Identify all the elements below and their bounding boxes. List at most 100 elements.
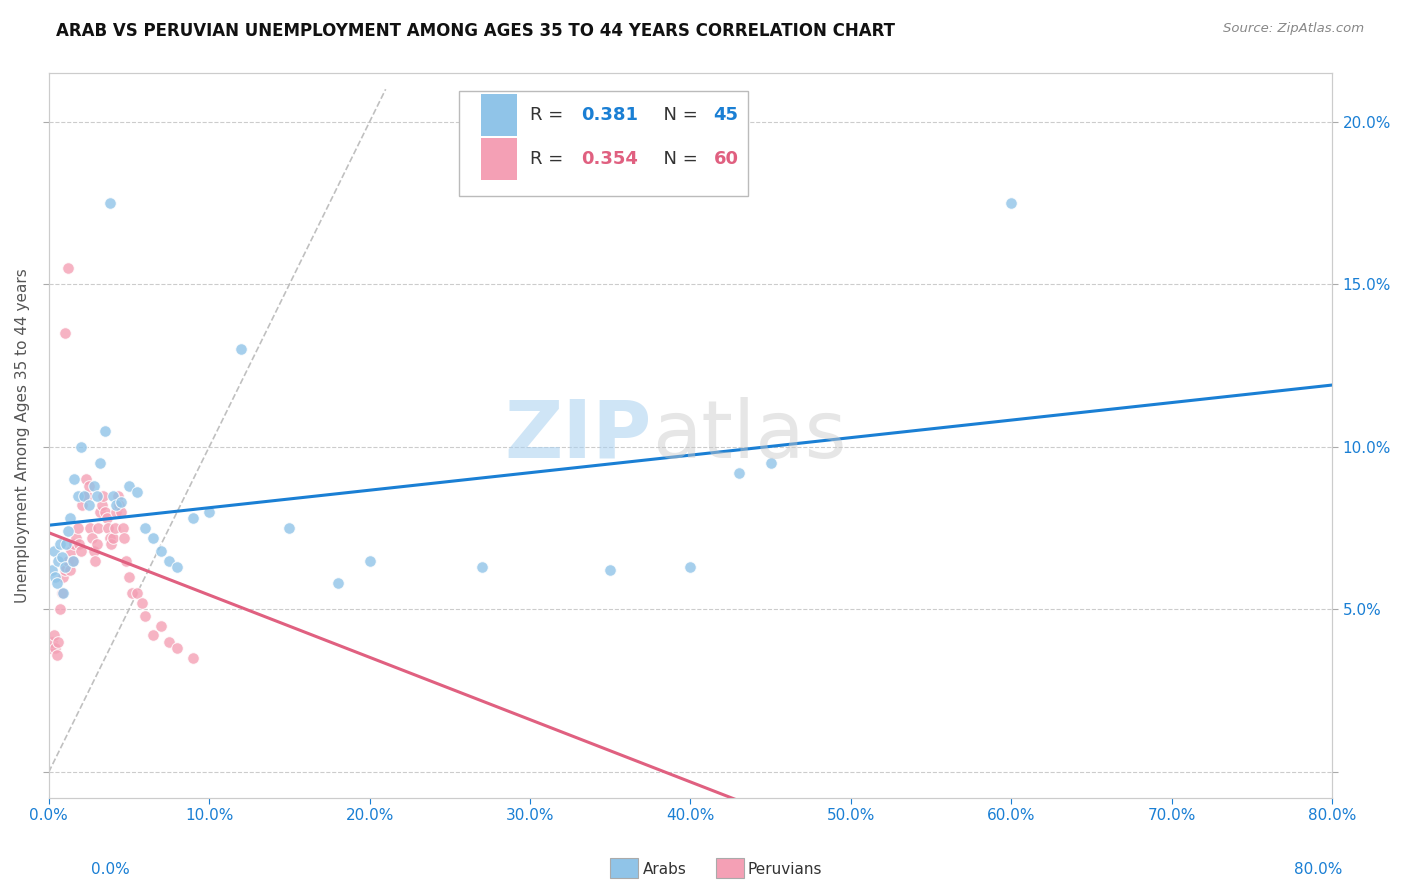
Point	[157, 554, 180, 568]
Point	[118, 479, 141, 493]
Point	[90, 499, 112, 513]
Text: ZIP: ZIP	[505, 397, 652, 475]
Point	[55, 560, 77, 574]
Point	[110, 505, 132, 519]
Point	[52, 570, 75, 584]
Point	[55, 537, 77, 551]
Y-axis label: Unemployment Among Ages 35 to 44 years: Unemployment Among Ages 35 to 44 years	[15, 268, 30, 603]
Point	[121, 586, 143, 600]
Point	[727, 466, 749, 480]
Point	[118, 570, 141, 584]
Point	[84, 554, 107, 568]
Point	[142, 628, 165, 642]
Text: R =: R =	[530, 106, 569, 124]
Text: Arabs: Arabs	[643, 863, 686, 877]
Point	[125, 586, 148, 600]
Point	[42, 628, 65, 642]
Point	[48, 635, 70, 649]
Point	[53, 560, 76, 574]
Text: N =: N =	[652, 150, 703, 168]
Point	[91, 489, 114, 503]
Text: Peruvians: Peruvians	[748, 863, 823, 877]
Point	[142, 531, 165, 545]
Point	[67, 537, 90, 551]
Point	[77, 479, 100, 493]
Point	[49, 537, 72, 551]
Point	[41, 635, 63, 649]
Bar	[481, 94, 517, 136]
Point	[198, 505, 221, 519]
Point	[51, 586, 73, 600]
Point	[79, 521, 101, 535]
Point	[80, 531, 103, 545]
Point	[66, 521, 89, 535]
Point	[101, 531, 124, 545]
Point	[97, 521, 120, 535]
Point	[98, 531, 121, 545]
Point	[77, 499, 100, 513]
Point	[759, 456, 782, 470]
Point	[42, 544, 65, 558]
Point	[41, 564, 63, 578]
Point	[134, 609, 156, 624]
Point	[181, 511, 204, 525]
Point	[72, 499, 94, 513]
Point	[52, 586, 75, 600]
Point	[108, 499, 131, 513]
Point	[69, 544, 91, 558]
Point	[62, 554, 84, 568]
Point	[56, 261, 79, 276]
Point	[157, 635, 180, 649]
Point	[359, 554, 381, 568]
Point	[96, 511, 118, 525]
Point	[73, 489, 96, 503]
Text: Source: ZipAtlas.com: Source: ZipAtlas.com	[1223, 22, 1364, 36]
Point	[48, 554, 70, 568]
Point	[94, 424, 117, 438]
Point	[181, 651, 204, 665]
Point	[59, 564, 82, 578]
Point	[45, 576, 67, 591]
Point	[110, 495, 132, 509]
Text: 80.0%: 80.0%	[1295, 863, 1343, 877]
Point	[150, 544, 173, 558]
Point	[44, 570, 66, 584]
FancyBboxPatch shape	[460, 91, 748, 196]
Point	[59, 511, 82, 525]
Point	[39, 641, 62, 656]
Point	[53, 326, 76, 340]
Text: ARAB VS PERUVIAN UNEMPLOYMENT AMONG AGES 35 TO 44 YEARS CORRELATION CHART: ARAB VS PERUVIAN UNEMPLOYMENT AMONG AGES…	[56, 22, 896, 40]
Text: 60: 60	[714, 150, 738, 168]
Point	[1000, 196, 1022, 211]
Point	[111, 521, 134, 535]
Text: 45: 45	[714, 106, 738, 124]
Point	[63, 537, 86, 551]
Point	[94, 505, 117, 519]
Point	[62, 554, 84, 568]
Text: N =: N =	[652, 106, 703, 124]
Point	[60, 544, 83, 558]
Text: 0.354: 0.354	[582, 150, 638, 168]
Point	[87, 521, 110, 535]
Point	[49, 602, 72, 616]
Point	[107, 489, 129, 503]
Point	[89, 505, 111, 519]
Point	[134, 521, 156, 535]
Point	[45, 648, 67, 662]
Point	[125, 485, 148, 500]
Point	[98, 196, 121, 211]
Point	[83, 479, 105, 493]
Point	[44, 641, 66, 656]
Point	[326, 576, 349, 591]
Point	[101, 489, 124, 503]
Point	[114, 554, 136, 568]
Point	[69, 440, 91, 454]
Point	[278, 521, 301, 535]
Point	[56, 554, 79, 568]
Point	[471, 560, 494, 574]
Point	[599, 564, 621, 578]
Point	[86, 537, 108, 551]
Point	[65, 531, 87, 545]
Point	[105, 499, 128, 513]
Point	[53, 564, 76, 578]
